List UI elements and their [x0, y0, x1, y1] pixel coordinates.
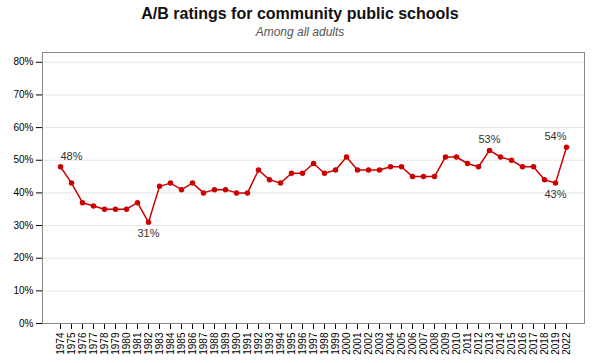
svg-text:1974: 1974	[55, 332, 66, 355]
html-text:A/B ratings for community publ: A/B ratings for community public schools	[141, 5, 459, 22]
svg-text:2003: 2003	[374, 332, 385, 355]
svg-text:2022: 2022	[561, 332, 572, 355]
svg-text:1990: 1990	[231, 332, 242, 355]
svg-text:70%: 70%	[13, 89, 33, 100]
svg-text:40%: 40%	[13, 187, 33, 198]
svg-text:2001: 2001	[352, 332, 363, 355]
svg-text:1996: 1996	[297, 332, 308, 355]
svg-text:1984: 1984	[165, 332, 176, 355]
svg-text:1994: 1994	[275, 332, 286, 355]
svg-text:2014: 2014	[495, 332, 506, 355]
svg-text:2010: 2010	[451, 332, 462, 355]
svg-text:1988: 1988	[209, 332, 220, 355]
svg-text:1997: 1997	[308, 332, 319, 355]
svg-text:2012: 2012	[473, 332, 484, 355]
html-text:Among all adults: Among all adults	[255, 25, 345, 39]
svg-text:1989: 1989	[220, 332, 231, 355]
svg-text:1983: 1983	[154, 332, 165, 355]
svg-text:2004: 2004	[385, 332, 396, 355]
svg-text:2000: 2000	[341, 332, 352, 355]
svg-text:1991: 1991	[242, 332, 253, 355]
svg-text:0%: 0%	[19, 318, 34, 329]
svg-text:2017: 2017	[528, 332, 539, 355]
svg-text:50%: 50%	[13, 154, 33, 165]
svg-text:1979: 1979	[110, 332, 121, 355]
svg-text:30%: 30%	[13, 220, 33, 231]
svg-text:48%: 48%	[61, 150, 83, 162]
svg-text:1987: 1987	[198, 332, 209, 355]
svg-text:1998: 1998	[319, 332, 330, 355]
svg-text:2008: 2008	[429, 332, 440, 355]
svg-text:2009: 2009	[440, 332, 451, 355]
svg-text:2005: 2005	[396, 332, 407, 355]
svg-text:1992: 1992	[253, 332, 264, 355]
svg-text:1986: 1986	[187, 332, 198, 355]
svg-text:1985: 1985	[176, 332, 187, 355]
svg-text:1995: 1995	[286, 332, 297, 355]
svg-text:2016: 2016	[517, 332, 528, 355]
svg-text:2018: 2018	[539, 332, 550, 355]
svg-text:1993: 1993	[264, 332, 275, 355]
svg-text:1999: 1999	[330, 332, 341, 355]
svg-text:1980: 1980	[121, 332, 132, 355]
svg-text:1975: 1975	[66, 332, 77, 355]
svg-text:53%: 53%	[478, 133, 500, 145]
svg-text:2013: 2013	[484, 332, 495, 355]
svg-text:31%: 31%	[137, 227, 159, 239]
svg-text:1977: 1977	[88, 332, 99, 355]
svg-text:1976: 1976	[77, 332, 88, 355]
svg-text:1978: 1978	[99, 332, 110, 355]
svg-text:54%: 54%	[544, 130, 566, 142]
svg-text:2002: 2002	[363, 332, 374, 355]
svg-text:2015: 2015	[506, 332, 517, 355]
svg-text:1981: 1981	[132, 332, 143, 355]
svg-text:2019: 2019	[550, 332, 561, 355]
svg-text:60%: 60%	[13, 122, 33, 133]
svg-text:80%: 80%	[13, 56, 33, 67]
svg-text:20%: 20%	[13, 252, 33, 263]
svg-text:1982: 1982	[143, 332, 154, 355]
svg-text:2011: 2011	[462, 332, 473, 354]
svg-text:2007: 2007	[418, 332, 429, 355]
svg-text:2006: 2006	[407, 332, 418, 355]
svg-text:43%: 43%	[544, 188, 566, 200]
svg-text:10%: 10%	[13, 285, 33, 296]
